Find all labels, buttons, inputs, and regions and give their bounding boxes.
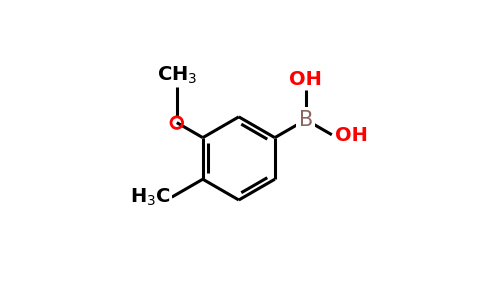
Text: CH$_3$: CH$_3$ — [157, 64, 197, 86]
Text: H$_3$C: H$_3$C — [130, 187, 171, 208]
Text: B: B — [299, 110, 313, 130]
Text: OH: OH — [289, 70, 322, 88]
Text: OH: OH — [335, 126, 368, 146]
